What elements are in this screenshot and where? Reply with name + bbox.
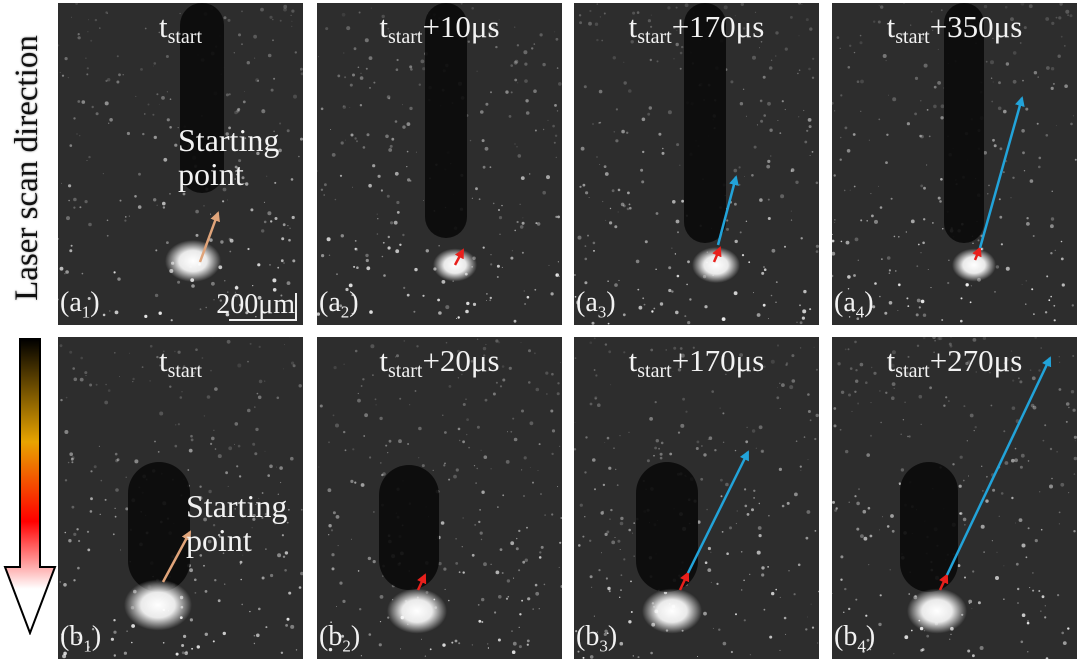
starting-point-annotation: Starting point — [186, 488, 288, 558]
dark-denudation-zone — [180, 3, 224, 193]
image-panel-a4: tstart+350μs (a4) — [832, 3, 1077, 325]
timestamp-label: tstart+170μs — [628, 9, 765, 48]
melt-pool-spot — [952, 248, 996, 282]
dark-denudation-zone — [684, 3, 726, 243]
long-arrow — [945, 356, 1052, 576]
melt-pool-image — [318, 338, 562, 657]
dark-denudation-zone — [425, 3, 467, 238]
melt-pool-image — [574, 3, 819, 325]
melt-pool-image — [317, 3, 562, 323]
panel-label: (a1) — [60, 287, 100, 322]
timestamp-label: tstart — [158, 9, 203, 48]
timestamp-label: tstart+10μs — [379, 9, 500, 48]
scale-bar: 200μm — [216, 289, 297, 321]
melt-pool-image — [832, 337, 1077, 659]
image-panel-a2: tstart+10μs (a2) — [317, 3, 562, 325]
short-arrow — [678, 571, 690, 591]
short-arrow — [938, 573, 949, 591]
melt-pool-image — [59, 337, 303, 659]
dark-denudation-zone — [379, 465, 439, 590]
timestamp-label: tstart+270μs — [886, 343, 1023, 382]
dark-denudation-zone — [944, 3, 984, 243]
image-panel-b4: tstart+270μs (b4) — [832, 337, 1077, 659]
melt-pool-image — [832, 3, 1077, 323]
short-arrow — [712, 246, 722, 263]
dark-denudation-zone — [128, 462, 190, 592]
panel-label: (b2) — [319, 621, 361, 656]
image-panel-a3: tstart+170μs (a3) — [574, 3, 819, 325]
panel-label: (b3) — [576, 621, 618, 656]
panel-label: (b1) — [60, 621, 102, 656]
image-panel-b1: tstart (b1) Starting point — [58, 337, 303, 659]
long-arrow — [686, 450, 750, 574]
starting-point-annotation: Starting point — [178, 122, 280, 192]
starting-point-arrow — [198, 211, 220, 263]
panel-label: (a2) — [319, 287, 359, 322]
dark-denudation-zone — [900, 462, 958, 592]
melt-pool-spot — [642, 588, 702, 634]
panel-label: (a4) — [834, 287, 874, 322]
long-arrow — [716, 175, 739, 246]
image-panel-b3: tstart+170μs (b3) — [574, 337, 819, 659]
long-arrow — [978, 96, 1025, 249]
melt-pool-image — [574, 337, 819, 659]
melt-pool-image — [58, 3, 303, 322]
scan-direction-arrow-icon — [3, 338, 57, 635]
melt-pool-spot — [692, 247, 740, 283]
melt-pool-spot — [387, 588, 447, 634]
laser-scan-direction-label: Laser scan direction — [9, 35, 45, 301]
short-arrow — [972, 246, 982, 261]
short-arrow — [416, 573, 427, 591]
timestamp-label: tstart+170μs — [628, 343, 765, 382]
timestamp-label: tstart+20μs — [379, 343, 500, 382]
short-arrow — [453, 248, 465, 266]
timestamp-label: tstart — [158, 343, 203, 382]
melt-pool-spot — [124, 579, 192, 631]
panel-label: (b4) — [834, 621, 876, 656]
image-panel-b2: tstart+20μs (b2) — [317, 337, 562, 659]
image-panel-a1: tstart (a1) Starting point 200μm — [58, 3, 303, 325]
panel-label: (a3) — [576, 287, 616, 322]
starting-point-arrow — [161, 530, 192, 583]
dark-denudation-zone — [636, 462, 698, 592]
melt-pool-spot — [907, 588, 967, 634]
melt-pool-spot — [165, 240, 221, 282]
timestamp-label: tstart+350μs — [886, 9, 1023, 48]
